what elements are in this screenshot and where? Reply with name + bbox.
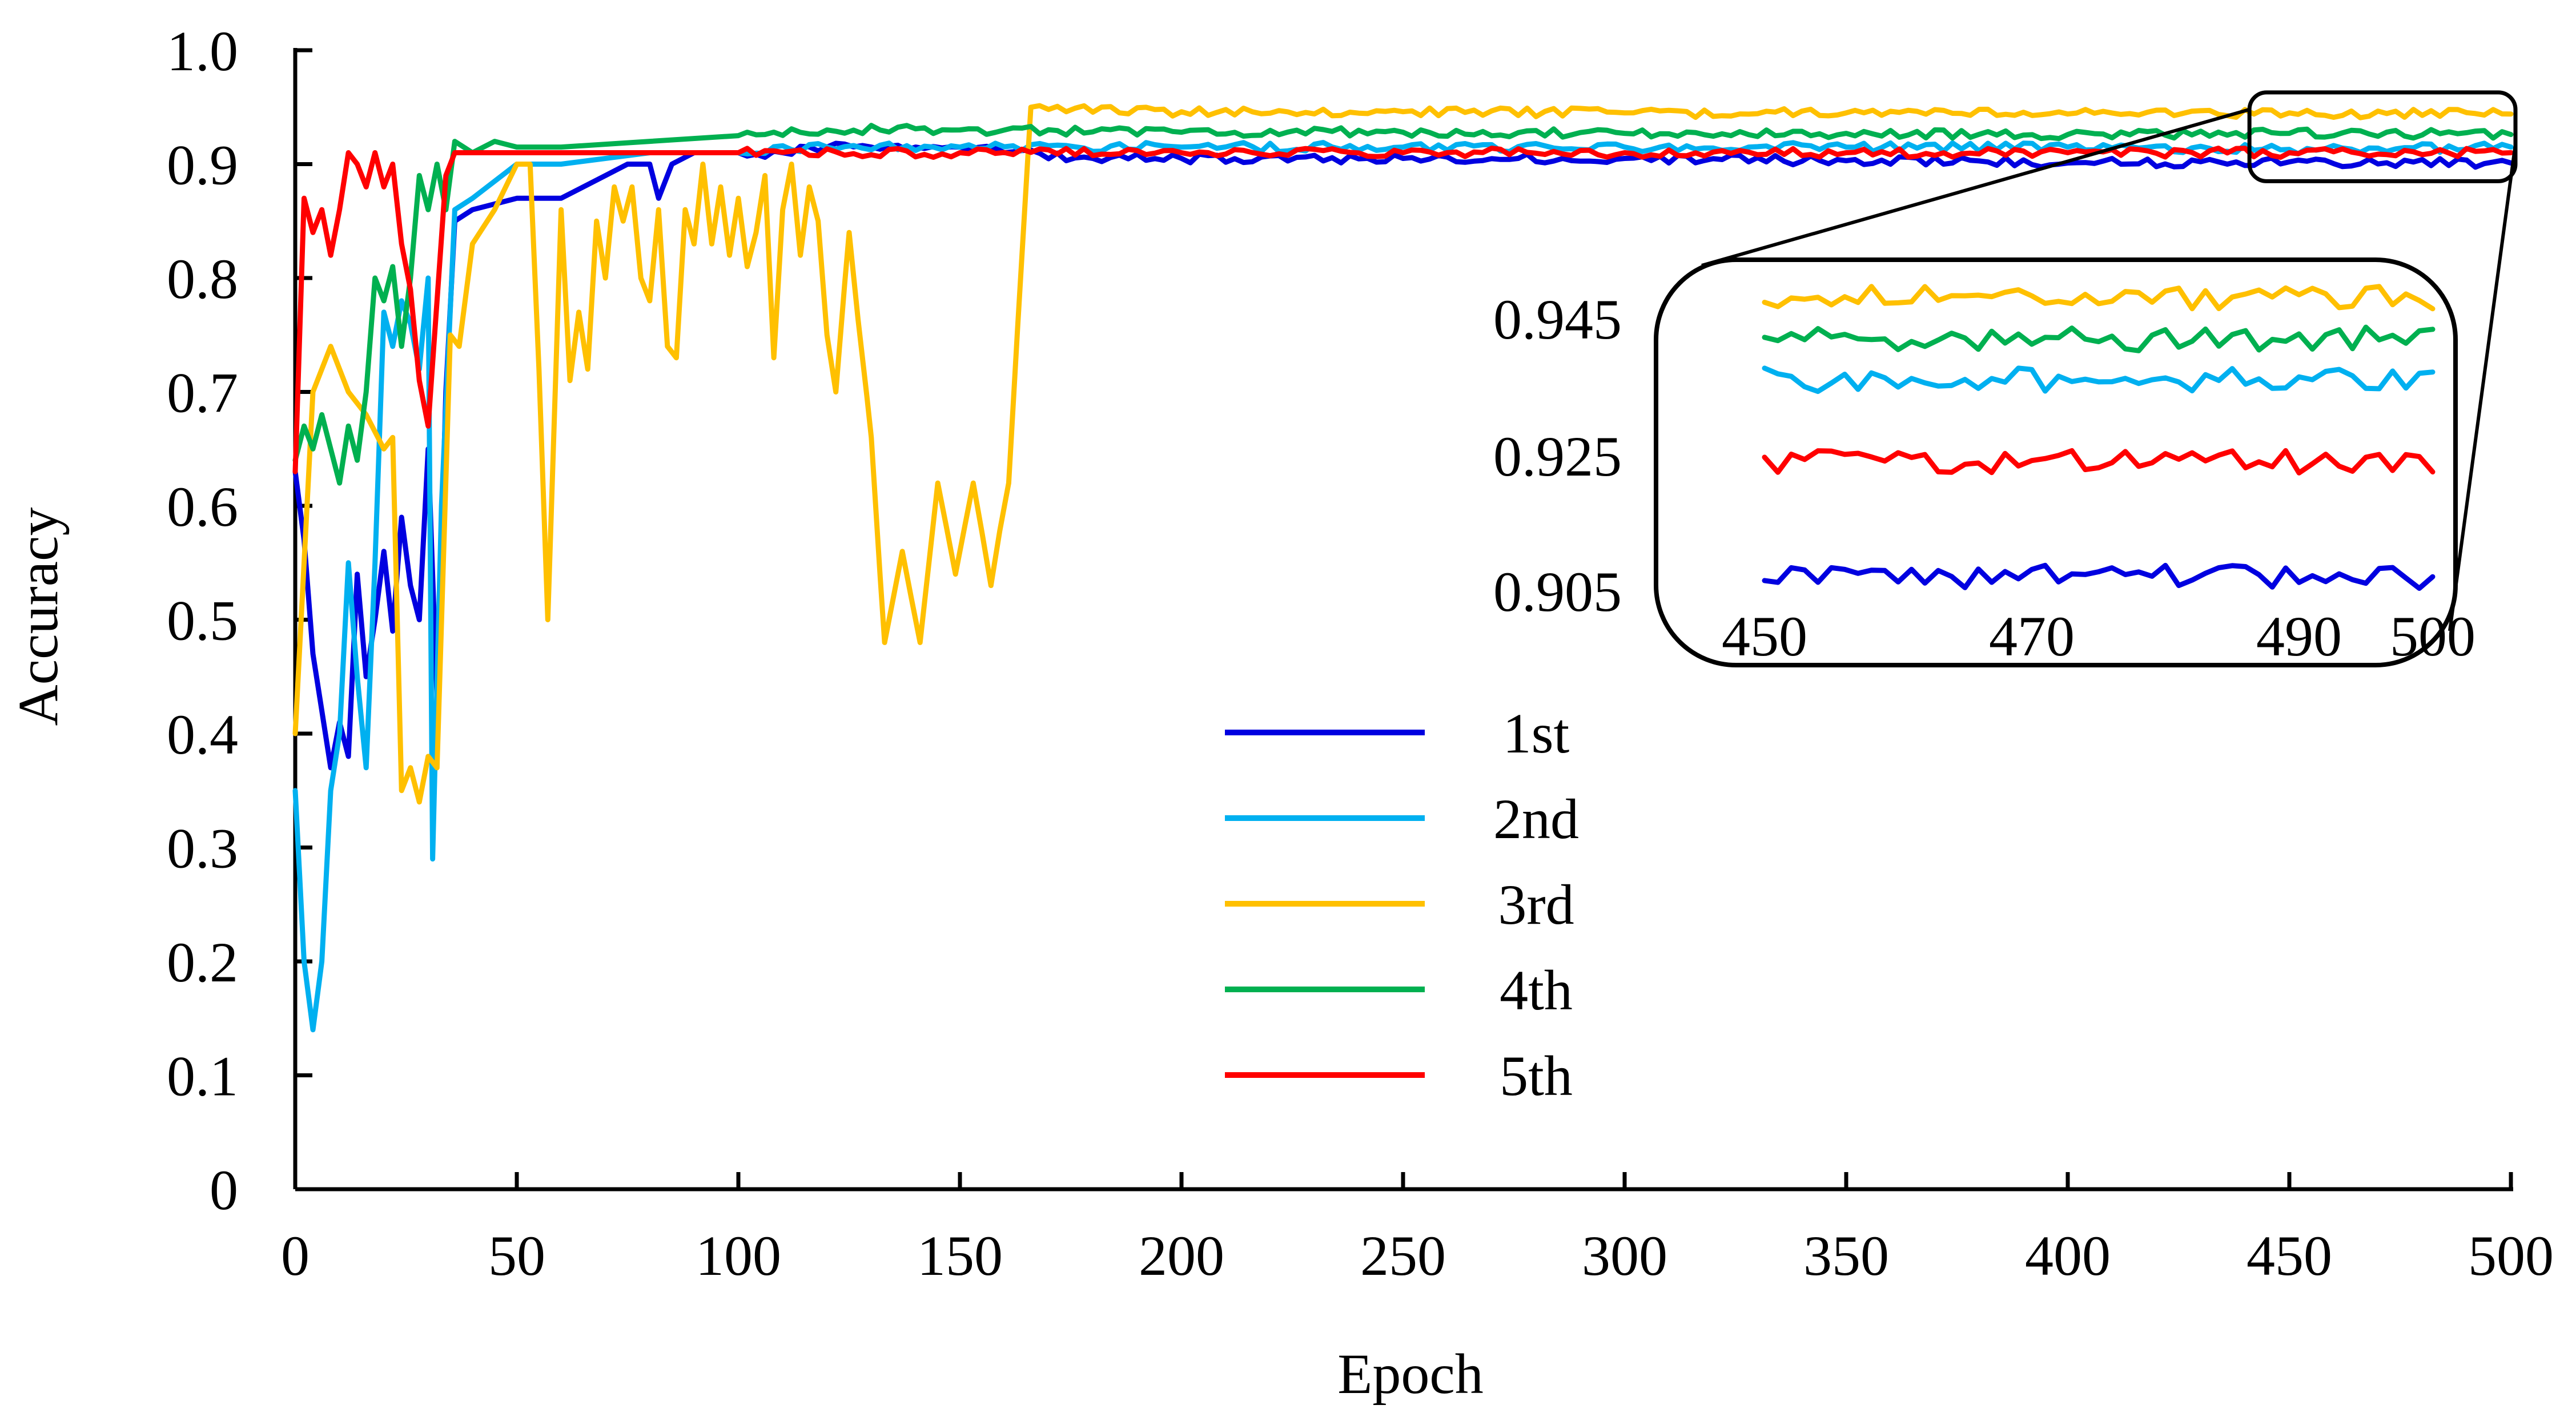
x-tick-label: 350 [1803,1224,1889,1287]
zoom-region [1701,90,2518,631]
inset-zoom-panel: 0.905 0.925 0.945 450 470 490 500 [1493,257,2475,668]
y-tick-label: 0.8 [167,247,238,311]
x-axis-title: Epoch [1337,1342,1483,1406]
zoom-box [2247,90,2518,183]
legend-label: 4th [1500,959,1573,1022]
y-tick-label: 0.6 [167,475,238,538]
x-tick-label: 100 [696,1224,781,1287]
y-tick-label: 1.0 [167,19,238,83]
x-tick-label: 250 [1360,1224,1446,1287]
y-tick-label: 0.3 [167,817,238,880]
series-line-3rd [292,103,2514,805]
y-axis-ticks: 0 0.1 0.2 0.3 0.4 0.5 0.6 0.7 0.8 0.9 1.0 [167,19,312,1222]
inset-series-line-5th [1762,448,2436,476]
inset-x-tick-label: 450 [1722,605,1807,668]
series-line-4th [292,123,2514,486]
x-tick-label: 150 [917,1224,1003,1287]
y-tick-label: 0.9 [167,134,238,197]
y-tick-label: 0.1 [167,1045,238,1108]
zoom-connector-right [2448,143,2517,631]
inset-frame [1654,257,2458,667]
legend-label: 3rd [1498,873,1574,936]
zoom-connector-left [1701,107,2250,267]
series-lines [292,103,2514,1033]
legend-label: 1st [1503,702,1570,765]
y-tick-label: 0.5 [167,589,238,653]
legend-label: 2nd [1493,787,1579,851]
legend-label: 5th [1500,1044,1573,1108]
x-tick-label: 200 [1139,1224,1224,1287]
inset-series-line-3rd [1762,284,2436,312]
y-tick-label: 0.4 [167,703,238,766]
x-tick-label: 0 [281,1224,310,1287]
x-tick-label: 50 [488,1224,545,1287]
inset-x-tick-label: 470 [1989,605,2075,668]
inset-x-tick-label: 500 [2390,605,2475,668]
inset-y-tick-label: 0.925 [1493,425,1622,488]
inset-series-line-1st [1762,562,2436,591]
x-axis-ticks: 0 50 100 150 200 250 300 350 400 450 500 [281,1172,2554,1287]
x-tick-label: 300 [1582,1224,1667,1287]
inset-x-tick-label: 490 [2256,605,2342,668]
x-tick-label: 500 [2468,1224,2554,1287]
inset-series-line-4th [1762,324,2436,353]
x-tick-label: 450 [2247,1224,2332,1287]
y-tick-label: 0 [210,1158,238,1222]
legend: 1st 2nd 3rd 4th 5th [1225,702,1579,1108]
inset-series-line-2nd [1762,365,2436,394]
x-tick-label: 400 [2025,1224,2111,1287]
series-line-5th [292,146,2514,474]
inset-y-tick-label: 0.945 [1493,288,1622,351]
y-axis-title: Accuracy [6,507,70,726]
y-tick-label: 0.2 [167,931,238,994]
y-tick-label: 0.7 [167,361,238,425]
inset-y-tick-label: 0.905 [1493,560,1622,623]
